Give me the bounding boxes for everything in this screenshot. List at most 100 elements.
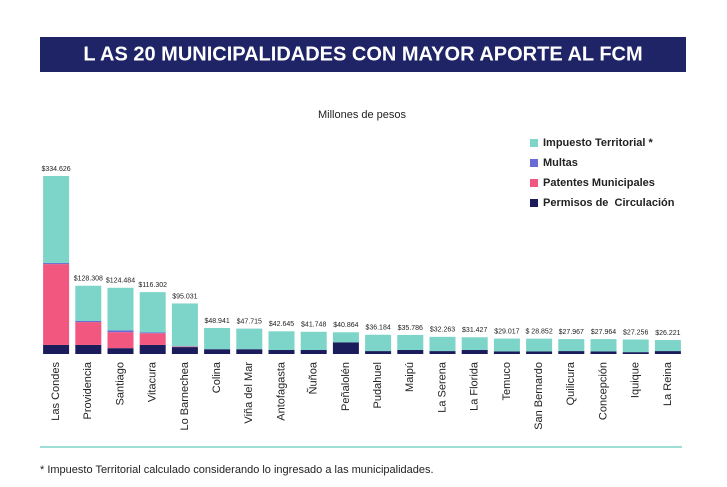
bar-segment <box>107 332 134 349</box>
bar-segment <box>397 334 424 351</box>
bar-segment <box>43 264 70 345</box>
legend-swatch <box>530 179 538 187</box>
bar-segment <box>590 339 617 352</box>
bar-segment <box>365 351 392 354</box>
legend-swatch <box>530 159 538 167</box>
bar-segment <box>236 328 263 350</box>
bar-segment <box>204 349 231 354</box>
total-label: $47.715 <box>237 318 262 325</box>
bar-segment <box>75 344 102 354</box>
x-tick-label: Antofagasta <box>275 361 287 421</box>
total-label: $ 28.852 <box>525 328 552 335</box>
bar-segment <box>429 336 456 352</box>
bar-segment <box>171 303 198 347</box>
x-tick-label: La Florida <box>469 361 481 411</box>
total-label: $27.256 <box>623 329 648 336</box>
bar-segment <box>43 176 70 264</box>
total-label: $128.308 <box>74 276 103 283</box>
x-tick-label: Santiago <box>114 362 126 405</box>
bar-segment <box>526 338 553 352</box>
bar-segment <box>429 351 456 354</box>
x-tick-label: Providencia <box>82 361 94 419</box>
bar-segment <box>236 349 263 354</box>
total-label: $27.964 <box>591 329 616 336</box>
x-tick-label: Lo Barnechea <box>179 361 191 430</box>
total-label: $35.786 <box>398 325 423 332</box>
x-tick-label: Vitacura <box>147 361 159 402</box>
x-tick-label: Iquique <box>630 362 642 398</box>
total-label: $42.645 <box>269 321 294 328</box>
bar-segment <box>171 347 198 354</box>
total-label: $116.302 <box>138 282 167 289</box>
bar-segment <box>107 287 134 331</box>
legend-label: Multas <box>543 157 578 169</box>
total-label: $95.031 <box>172 293 197 300</box>
x-tick-label: Concepción <box>597 362 609 420</box>
total-label: $40.864 <box>333 322 358 329</box>
total-label: $48.941 <box>204 318 229 325</box>
bar-segment <box>590 351 617 354</box>
bar-segment <box>622 339 649 353</box>
total-label: $26.221 <box>655 330 680 337</box>
bar-segment <box>171 346 198 348</box>
bar-segment <box>622 352 649 354</box>
bar-segment <box>139 292 166 333</box>
bar-segment <box>365 334 392 352</box>
x-tick-label: Quilicura <box>565 361 577 405</box>
total-label: $31.427 <box>462 327 487 334</box>
total-label: $41.748 <box>301 322 326 329</box>
bar-segment <box>654 340 681 352</box>
legend-label: Patentes Municipales <box>543 177 655 189</box>
x-tick-label: Maipú <box>404 362 416 392</box>
footnote: * Impuesto Territorial calculado conside… <box>40 464 434 476</box>
bar-segment <box>332 332 359 343</box>
bar-segment <box>139 344 166 354</box>
bar-segment <box>654 351 681 354</box>
legend-label: Permisos de Circulación <box>543 197 675 209</box>
legend-swatch <box>530 139 538 147</box>
x-tick-label: Pudahuel <box>372 362 384 409</box>
total-label: $32.263 <box>430 327 455 334</box>
bar-segment <box>139 332 166 334</box>
bar-segment <box>139 333 166 345</box>
bar-segment <box>493 351 520 354</box>
x-tick-label: La Serena <box>436 361 448 413</box>
x-tick-label: Temuco <box>501 362 513 401</box>
total-label: $334.626 <box>41 166 70 173</box>
bar-segment <box>558 339 585 352</box>
bar-segment <box>43 344 70 354</box>
x-tick-label: La Reina <box>662 361 674 406</box>
bar-segment <box>204 327 231 350</box>
total-label: $124.484 <box>106 278 135 285</box>
bar-segment <box>107 330 134 333</box>
x-tick-label: Colina <box>211 361 223 393</box>
chart-title: L AS 20 MUNICIPALIDADES CON MAYOR APORTE… <box>83 43 642 65</box>
bar-segment <box>493 338 520 352</box>
total-label: $27.967 <box>559 329 584 336</box>
bar-segment <box>43 263 70 265</box>
title-box <box>40 37 686 72</box>
x-tick-label: Viña del Mar <box>243 362 255 424</box>
bar-segment <box>332 342 359 354</box>
legend-swatch <box>530 199 538 207</box>
bar-segment <box>75 322 102 345</box>
bar-segment <box>461 350 488 354</box>
bar-segment <box>268 331 295 351</box>
bar-segment <box>461 337 488 351</box>
bar-segment <box>75 321 102 323</box>
bar-segment <box>397 350 424 354</box>
total-label: $36.184 <box>365 325 390 332</box>
bar-segment <box>526 351 553 354</box>
bar-segment <box>558 351 585 354</box>
bar-segment <box>300 350 327 354</box>
x-tick-label: Peñalolén <box>340 362 352 411</box>
bar-segment <box>268 350 295 354</box>
bar-segment <box>300 331 327 351</box>
x-tick-label: Las Condes <box>50 362 62 421</box>
subtitle: Millones de pesos <box>318 109 407 121</box>
legend-label: Impuesto Territorial * <box>543 137 654 149</box>
x-tick-label: San Bernardo <box>533 362 545 430</box>
bar-segment <box>107 348 134 354</box>
bar-segment <box>75 285 102 322</box>
